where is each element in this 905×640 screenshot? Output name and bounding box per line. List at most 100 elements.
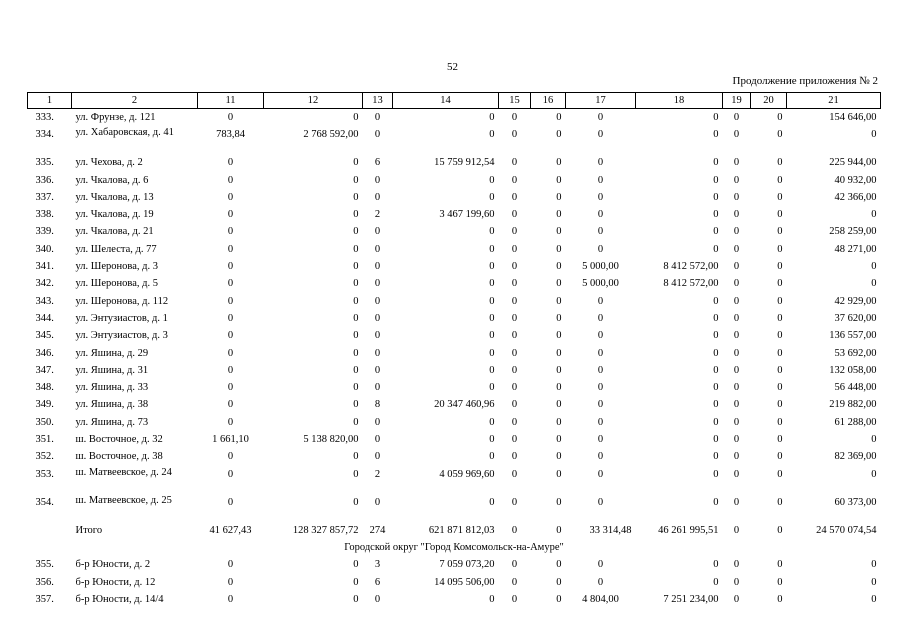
table-cell: 0 bbox=[713, 191, 719, 203]
table-cell: 0 bbox=[489, 347, 495, 359]
table-row: 342. ул. Шеронова, д. 5 0 0 0 0 0 0 5 000,00 8 41… bbox=[28, 275, 881, 292]
table-cell: 0 bbox=[489, 191, 495, 203]
table-cell: 0 bbox=[597, 382, 604, 394]
table-cell: 0 bbox=[777, 261, 783, 273]
table-cell: 37 620,00 bbox=[834, 312, 877, 324]
table-cell: 0 bbox=[556, 434, 562, 446]
table-cell: 42 929,00 bbox=[834, 295, 877, 307]
column-header: 14 bbox=[392, 92, 499, 109]
table-row: 337. ул. Чкалова, д. 13 0 0 0 0 0 0 0 0 0 0 42 366,0… bbox=[28, 189, 881, 206]
table-cell: 0 bbox=[556, 496, 562, 508]
table-cell: 0 bbox=[733, 226, 740, 238]
table-cell: 2 bbox=[374, 468, 381, 480]
table-cell: 0 bbox=[713, 399, 719, 411]
column-header: 15 bbox=[498, 92, 531, 109]
row-address: ул. Чкалова, д. 13 bbox=[75, 191, 154, 203]
table-cell: 0 bbox=[511, 576, 518, 588]
table-row: 350. ул. Яшина, д. 73 0 0 0 0 0 0 0 0 0 0 61 288,00 bbox=[28, 414, 881, 431]
table-cell: 0 bbox=[597, 191, 604, 203]
row-address: ул. Чкалова, д. 21 bbox=[75, 226, 154, 238]
table-cell: 0 bbox=[511, 593, 518, 605]
row-number: 357. bbox=[35, 593, 54, 605]
table-cell: 0 bbox=[597, 174, 604, 186]
table-cell: 0 bbox=[489, 593, 495, 605]
table-cell: 0 bbox=[733, 576, 740, 588]
total-row: Итого 41 627,43 128 327 857,72 274 621 8… bbox=[28, 522, 881, 539]
table-cell: 0 bbox=[556, 261, 562, 273]
table-cell: 0 bbox=[556, 559, 562, 571]
column-header: 21 bbox=[786, 92, 881, 109]
row-number: 336. bbox=[35, 174, 54, 186]
table-cell: 0 bbox=[556, 191, 562, 203]
table-cell: 0 bbox=[777, 559, 783, 571]
table-cell: 0 bbox=[597, 416, 604, 428]
table-cell: 0 bbox=[489, 496, 495, 508]
table-cell: 219 882,00 bbox=[829, 399, 877, 411]
table-cell: 0 bbox=[511, 295, 518, 307]
table-cell: 0 bbox=[374, 347, 381, 359]
total-cell: 128 327 857,72 bbox=[292, 524, 359, 536]
table-cell: 0 bbox=[374, 416, 381, 428]
table-cell: 0 bbox=[713, 576, 719, 588]
table-cell: 0 bbox=[597, 226, 604, 238]
table-cell: 0 bbox=[777, 174, 783, 186]
table-cell: 0 bbox=[489, 112, 495, 123]
data-table: 1 2 11 12 13 14 15 16 17 18 19 20 21 333… bbox=[27, 92, 881, 608]
row-address: ул. Энтузиастов, д. 1 bbox=[75, 312, 168, 324]
table-cell: 3 467 199,60 bbox=[439, 209, 495, 221]
table-cell: 0 bbox=[733, 278, 740, 290]
table-cell: 0 bbox=[713, 347, 719, 359]
table-cell: 0 bbox=[511, 278, 518, 290]
row-number: 340. bbox=[35, 243, 54, 255]
table-row: 351. ш. Восточное, д. 32 1 661,10 5 138 820… bbox=[28, 431, 881, 448]
table-cell: 0 bbox=[871, 261, 877, 273]
table-cell: 0 bbox=[556, 226, 562, 238]
table-cell: 0 bbox=[713, 295, 719, 307]
table-cell: 0 bbox=[597, 559, 604, 571]
table-cell: 0 bbox=[597, 496, 604, 508]
row-number: 346. bbox=[35, 347, 54, 359]
table-cell: 0 bbox=[556, 451, 562, 463]
table-cell: 0 bbox=[374, 261, 381, 273]
table-cell: 0 bbox=[777, 312, 783, 324]
table-cell: 0 bbox=[777, 416, 783, 428]
table-cell: 0 bbox=[733, 347, 740, 359]
table-cell: 0 bbox=[733, 559, 740, 571]
table-cell: 6 bbox=[374, 157, 381, 169]
table-row: 352. ш. Восточное, д. 38 0 0 0 0 0 0 0 0 0 0 82 369,… bbox=[28, 448, 881, 465]
row-address-text: ш. Матвеевское, д. 25 bbox=[75, 494, 172, 506]
table-cell: 0 bbox=[353, 226, 359, 238]
table-cell: 0 bbox=[556, 593, 562, 605]
table-cell: 0 bbox=[777, 243, 783, 255]
row-number: 341. bbox=[35, 261, 54, 273]
table-row: 340. ул. Шелеста, д. 77 0 0 0 0 0 0 0 0 0 0 48 271,0… bbox=[28, 241, 881, 258]
table-cell: 0 bbox=[556, 330, 562, 342]
table-cell: 0 bbox=[556, 347, 562, 359]
table-cell: 0 bbox=[353, 347, 359, 359]
row-address: ш. Восточное, д. 32 bbox=[75, 434, 163, 446]
table-cell: 0 bbox=[489, 451, 495, 463]
table-cell: 53 692,00 bbox=[834, 347, 877, 359]
table-cell: 0 bbox=[733, 434, 740, 446]
page-number: 52 bbox=[447, 61, 458, 73]
table-cell: 0 bbox=[713, 112, 719, 123]
table-cell: 0 bbox=[556, 174, 562, 186]
table-cell: 0 bbox=[227, 157, 234, 169]
row-address: ш. Матвеевское, д. 24 bbox=[72, 466, 198, 494]
row-address: ул. Чехова, д. 2 bbox=[75, 157, 143, 169]
column-header: 18 bbox=[635, 92, 723, 109]
table-cell: 0 bbox=[777, 451, 783, 463]
table-row: 345. ул. Энтузиастов, д. 3 0 0 0 0 0 0 0 0 0 0 136 5… bbox=[28, 327, 881, 344]
table-cell: 0 bbox=[556, 382, 562, 394]
table-cell: 0 bbox=[374, 278, 381, 290]
table-cell: 0 bbox=[353, 382, 359, 394]
table-cell: 0 bbox=[597, 451, 604, 463]
table-cell: 0 bbox=[374, 243, 381, 255]
table-cell: 0 bbox=[871, 278, 877, 290]
table-cell: 14 095 506,00 bbox=[434, 576, 495, 588]
row-address: ул. Шелеста, д. 77 bbox=[75, 243, 157, 255]
column-header: 12 bbox=[263, 92, 363, 109]
row-address: ш. Восточное, д. 38 bbox=[75, 451, 163, 463]
table-total: Итого 41 627,43 128 327 857,72 274 621 8… bbox=[28, 522, 881, 557]
table-cell: 0 bbox=[353, 416, 359, 428]
